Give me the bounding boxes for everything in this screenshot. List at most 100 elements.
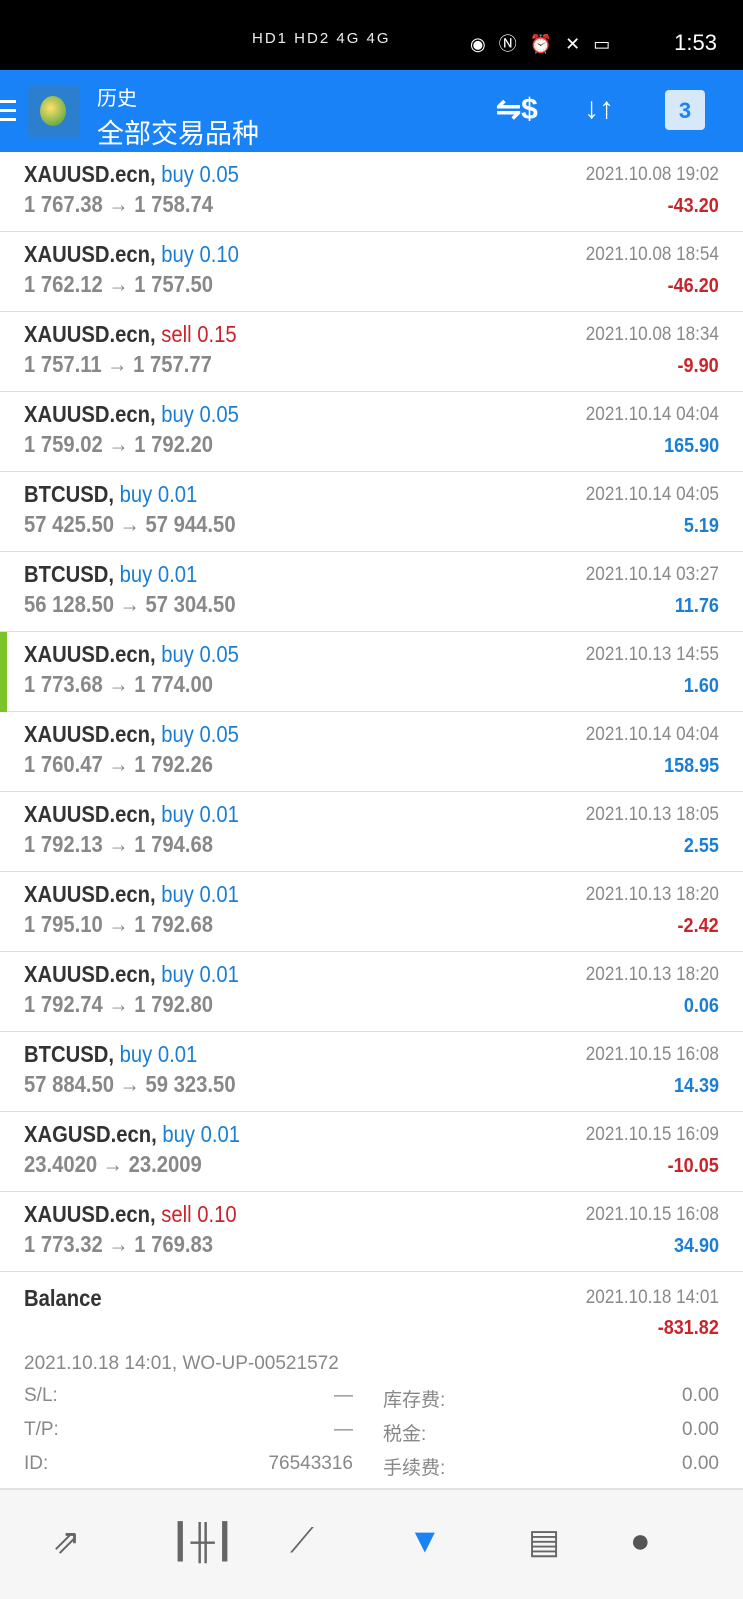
trade-profit: 2.55	[683, 835, 719, 857]
balance-comment: 2021.10.18 14:01, WO-UP-00521572	[24, 1353, 339, 1374]
trade-date: 2021.10.13 18:20	[585, 884, 719, 905]
trade-row[interactable]: BTCUSD, buy 0.01 57 425.50 → 57 944.50 2…	[0, 472, 743, 552]
trade-side: sell 0.10	[161, 1201, 236, 1227]
volume: 0.01	[199, 801, 239, 827]
currency-exchange-icon[interactable]: ⇋$	[496, 93, 538, 126]
side: buy	[119, 481, 153, 507]
sort-icon[interactable]: ↓↑	[584, 92, 614, 125]
trade-row[interactable]: XAUUSD.ecn, buy 0.05 1 760.47 → 1 792.26…	[0, 712, 743, 792]
trade-side: buy 0.01	[120, 561, 198, 587]
trade-prices: 1 792.74 → 1 792.80	[24, 991, 214, 1017]
trade-profit: 5.19	[683, 515, 719, 537]
trade-date: 2021.10.14 04:04	[585, 404, 719, 425]
side: buy	[161, 881, 194, 907]
trade-prices: 23.4020 → 23.2009	[24, 1151, 202, 1177]
quotes-icon[interactable]: ⇗	[52, 1523, 81, 1561]
trade-side: buy 0.05	[161, 641, 239, 667]
trade-profit: 14.39	[673, 1075, 719, 1097]
trade-row[interactable]: XAUUSD.ecn, buy 0.01 1 792.74 → 1 792.80…	[0, 952, 743, 1032]
trade-date: 2021.10.15 16:08	[585, 1204, 719, 1225]
tp-label: T/P:	[24, 1419, 59, 1440]
trade-profit: 0.06	[683, 995, 719, 1017]
trade-symbol: XAGUSD.ecn, buy 0.01	[24, 1121, 240, 1148]
chat-icon[interactable]: ●	[630, 1522, 651, 1560]
news-icon[interactable]: ▤	[528, 1523, 561, 1561]
trade-side: buy 0.05	[161, 721, 239, 747]
symbol: XAUUSD.ecn,	[24, 641, 156, 667]
trade-date: 2021.10.14 04:04	[585, 724, 719, 745]
symbol: XAUUSD.ecn,	[24, 721, 156, 747]
side: buy	[161, 241, 194, 267]
page-title[interactable]: 全部交易品种	[97, 119, 259, 149]
trade-side: buy 0.01	[120, 481, 198, 507]
trade-row[interactable]: XAUUSD.ecn, buy 0.10 1 762.12 → 1 757.50…	[0, 232, 743, 312]
trade-row[interactable]: XAUUSD.ecn, buy 0.05 1 773.68 → 1 774.00…	[0, 632, 743, 712]
history-icon[interactable]: ▼	[408, 1522, 442, 1560]
trade-profit: 165.90	[663, 435, 719, 457]
side: buy	[162, 1121, 195, 1147]
status-bar: HD1 HD2 4G 4G ◉ Ⓝ ⏰ ✕ ▭ 1:53	[0, 0, 743, 70]
trade-row[interactable]: XAUUSD.ecn, buy 0.01 1 795.10 → 1 792.68…	[0, 872, 743, 952]
trade-date: 2021.10.08 19:02	[585, 164, 719, 185]
trade-symbol: XAUUSD.ecn, sell 0.10	[24, 1201, 237, 1228]
volume: 0.05	[199, 721, 239, 747]
symbol: XAUUSD.ecn,	[24, 1201, 156, 1227]
trade-row[interactable]: XAGUSD.ecn, buy 0.01 23.4020 → 23.2009 2…	[0, 1112, 743, 1192]
trade-date: 2021.10.08 18:54	[585, 244, 719, 265]
balance-item[interactable]: Balance 2021.10.18 14:01 -831.82 2021.10…	[0, 1273, 743, 1487]
trade-symbol: BTCUSD, buy 0.01	[24, 481, 197, 508]
sl-label: S/L:	[24, 1385, 58, 1406]
trade-date: 2021.10.13 18:05	[585, 804, 719, 825]
symbol: BTCUSD,	[24, 1041, 114, 1067]
volume: 0.05	[199, 641, 239, 667]
trade-row[interactable]: XAUUSD.ecn, buy 0.01 1 792.13 → 1 794.68…	[0, 792, 743, 872]
trade-row[interactable]: BTCUSD, buy 0.01 56 128.50 → 57 304.50 2…	[0, 552, 743, 632]
trade-symbol: BTCUSD, buy 0.01	[24, 561, 197, 588]
sl-value: —	[334, 1385, 353, 1406]
trade-profit: 158.95	[663, 755, 719, 777]
fee-label: 手续费:	[383, 1458, 446, 1479]
trade-side: buy 0.05	[161, 401, 239, 427]
trade-prices: 1 759.02 → 1 792.20	[24, 431, 214, 457]
trade-prices: 1 762.12 → 1 757.50	[24, 271, 214, 297]
trade-row[interactable]: XAUUSD.ecn, buy 0.05 1 767.38 → 1 758.74…	[0, 152, 743, 232]
trade-row[interactable]: XAUUSD.ecn, sell 0.10 1 773.32 → 1 769.8…	[0, 1192, 743, 1272]
symbol: XAUUSD.ecn,	[24, 961, 156, 987]
volume: 0.01	[157, 481, 198, 507]
volume: 0.15	[197, 321, 237, 347]
tax-value: 0.00	[682, 1419, 719, 1440]
volume: 0.10	[199, 241, 239, 267]
menu-icon[interactable]	[0, 100, 16, 122]
side: buy	[161, 161, 194, 187]
calendar-icon[interactable]: 3	[665, 90, 705, 130]
trade-icon[interactable]: ⟋	[290, 1522, 314, 1560]
trade-symbol: XAUUSD.ecn, buy 0.05	[24, 161, 239, 188]
trade-row[interactable]: XAUUSD.ecn, sell 0.15 1 757.11 → 1 757.7…	[0, 312, 743, 392]
trade-row[interactable]: BTCUSD, buy 0.01 57 884.50 → 59 323.50 2…	[0, 1032, 743, 1112]
app-bar: 历史 全部交易品种 ⇋$ ↓↑ 3	[0, 70, 743, 152]
trade-prices: 56 128.50 → 57 304.50	[24, 591, 236, 617]
trade-symbol: XAUUSD.ecn, sell 0.15	[24, 321, 237, 348]
trade-symbol: XAUUSD.ecn, buy 0.05	[24, 641, 239, 668]
trade-profit: 1.60	[683, 675, 719, 697]
side: sell	[161, 321, 192, 347]
signal-icons: HD1 HD2 4G 4G	[252, 30, 391, 47]
trade-symbol: XAUUSD.ecn, buy 0.01	[24, 881, 239, 908]
tax-label: 税金:	[383, 1424, 427, 1445]
balance-label: Balance	[24, 1285, 102, 1311]
trade-side: buy 0.10	[161, 241, 239, 267]
side: buy	[161, 961, 194, 987]
symbol: XAUUSD.ecn,	[24, 801, 156, 827]
trade-symbol: BTCUSD, buy 0.01	[24, 1041, 197, 1068]
side: buy	[161, 401, 194, 427]
trade-side: buy 0.01	[120, 1041, 198, 1067]
trade-prices: 1 757.11 → 1 757.77	[24, 351, 212, 377]
trade-side: buy 0.01	[161, 801, 239, 827]
volume: 0.01	[200, 1121, 241, 1147]
trade-symbol: XAUUSD.ecn, buy 0.05	[24, 401, 239, 428]
trade-prices: 57 425.50 → 57 944.50	[24, 511, 236, 537]
trade-row[interactable]: XAUUSD.ecn, buy 0.05 1 759.02 → 1 792.20…	[0, 392, 743, 472]
id-value: 76543316	[268, 1453, 353, 1474]
page-subtitle: 历史	[97, 88, 137, 110]
chart-icon[interactable]: ┃╫┃	[170, 1523, 236, 1561]
